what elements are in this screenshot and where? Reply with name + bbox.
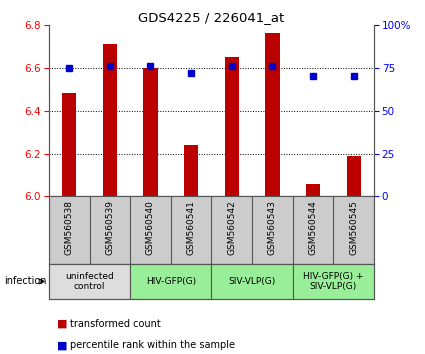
Text: SIV-VLP(G): SIV-VLP(G) [229,277,276,286]
Bar [211,264,293,299]
Text: infection: infection [4,276,47,286]
Bar [143,68,158,196]
Text: GSM560538: GSM560538 [65,200,74,255]
Text: ■: ■ [57,340,68,350]
Text: GSM560545: GSM560545 [349,200,358,255]
Text: GSM560541: GSM560541 [187,200,196,255]
Text: GSM560544: GSM560544 [309,200,317,255]
Bar [346,156,361,196]
Text: ■: ■ [57,319,68,329]
Title: GDS4225 / 226041_at: GDS4225 / 226041_at [138,11,285,24]
Text: HIV-GFP(G) +
SIV-VLP(G): HIV-GFP(G) + SIV-VLP(G) [303,272,364,291]
Bar [130,264,211,299]
Text: GSM560543: GSM560543 [268,200,277,255]
Bar [225,57,239,196]
Text: transformed count: transformed count [70,319,161,329]
Bar [184,145,198,196]
Bar [293,264,374,299]
Text: GSM560542: GSM560542 [227,200,236,255]
Text: percentile rank within the sample: percentile rank within the sample [70,340,235,350]
Bar [49,264,130,299]
Text: GSM560539: GSM560539 [105,200,114,255]
Text: HIV-GFP(G): HIV-GFP(G) [146,277,196,286]
Bar [103,44,117,196]
Bar [62,93,76,196]
Text: GSM560540: GSM560540 [146,200,155,255]
Text: uninfected
control: uninfected control [65,272,114,291]
Bar [265,33,280,196]
Bar [306,184,320,196]
